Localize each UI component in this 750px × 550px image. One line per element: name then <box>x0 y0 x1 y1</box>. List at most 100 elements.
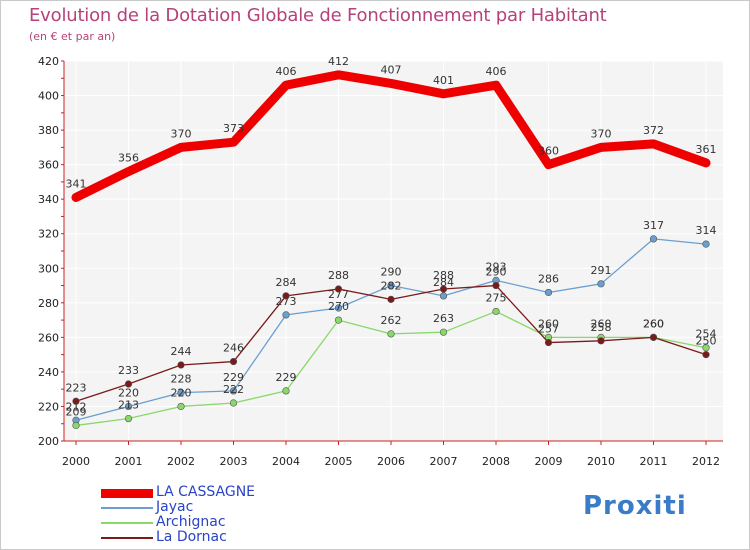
y-tick-label: 380 <box>38 124 59 137</box>
data-label: 220 <box>171 386 192 399</box>
x-tick-label: 2005 <box>325 455 353 468</box>
data-label: 260 <box>538 317 559 330</box>
data-label: 260 <box>591 317 612 330</box>
legend-swatch <box>101 537 153 539</box>
data-label: 260 <box>643 317 664 330</box>
legend-swatch <box>101 507 153 509</box>
data-label: 209 <box>66 405 87 418</box>
y-tick-label: 220 <box>38 400 59 413</box>
data-point <box>597 280 605 288</box>
data-point <box>282 292 290 300</box>
data-label: 373 <box>223 122 244 135</box>
y-tick-label: 260 <box>38 331 59 344</box>
data-label: 293 <box>486 260 507 273</box>
x-tick-label: 2009 <box>535 455 563 468</box>
x-tick-label: 2002 <box>167 455 195 468</box>
data-label: 284 <box>276 276 297 289</box>
data-label: 222 <box>223 383 244 396</box>
data-point <box>649 333 658 341</box>
x-tick-label: 2004 <box>272 455 300 468</box>
plot-area <box>64 61 723 441</box>
data-label: 291 <box>591 264 612 277</box>
x-tick-label: 2001 <box>115 455 143 468</box>
x-tick-label: 2011 <box>640 455 668 468</box>
legend-swatch <box>101 488 153 498</box>
data-point <box>702 351 710 359</box>
data-label: 284 <box>433 276 454 289</box>
data-point <box>702 344 710 352</box>
data-point <box>124 402 133 411</box>
data-label: 401 <box>433 74 454 87</box>
data-point <box>387 295 395 303</box>
x-tick-label: 2012 <box>692 455 720 468</box>
legend-swatch <box>101 522 153 524</box>
x-tick-label: 2007 <box>430 455 458 468</box>
data-point <box>334 285 343 293</box>
data-point <box>229 387 238 395</box>
data-label: 277 <box>328 288 349 301</box>
data-label: 360 <box>538 145 559 158</box>
data-point <box>177 361 185 369</box>
data-label: 233 <box>118 364 139 377</box>
data-label: 273 <box>276 295 297 308</box>
data-point <box>72 421 80 430</box>
data-label: 286 <box>538 272 559 285</box>
data-label: 290 <box>486 266 507 279</box>
y-tick-label: 340 <box>38 193 59 206</box>
y-tick-label: 420 <box>38 55 59 68</box>
x-tick-label: 2006 <box>377 455 405 468</box>
y-tick-label: 320 <box>38 228 59 241</box>
data-point <box>439 285 448 293</box>
data-point <box>439 328 448 336</box>
data-label: 213 <box>118 399 139 412</box>
data-label: 223 <box>66 381 87 394</box>
data-label: 370 <box>591 127 612 140</box>
data-label: 212 <box>66 400 87 413</box>
y-tick-label: 400 <box>38 90 59 103</box>
y-tick-label: 300 <box>38 262 59 275</box>
data-label: 257 <box>538 323 559 336</box>
data-label: 275 <box>486 291 507 304</box>
data-point <box>124 380 133 388</box>
chart-title: Evolution de la Dotation Globale de Fonc… <box>29 5 607 26</box>
data-label: 341 <box>66 177 87 190</box>
data-label: 260 <box>643 317 664 330</box>
chart-subtitle: (en € et par an) <box>29 30 116 43</box>
data-label: 254 <box>696 328 717 341</box>
legend-label: Jayac <box>156 499 194 515</box>
data-label: 288 <box>328 269 349 282</box>
proxiti-logo: Proxiti <box>583 491 687 521</box>
data-point <box>439 292 448 300</box>
data-point <box>649 235 658 243</box>
data-point <box>492 307 500 316</box>
data-label: 317 <box>643 219 664 232</box>
data-point <box>282 387 290 395</box>
y-tick-label: 240 <box>38 366 59 379</box>
x-tick-label: 2008 <box>482 455 510 468</box>
data-label: 270 <box>328 300 349 313</box>
data-label: 244 <box>171 345 192 358</box>
data-label: 361 <box>696 143 717 156</box>
data-label: 262 <box>381 314 402 327</box>
data-point <box>544 288 553 297</box>
data-point <box>229 357 238 366</box>
x-tick-label: 2003 <box>220 455 248 468</box>
data-label: 282 <box>381 279 402 292</box>
data-label: 288 <box>433 269 454 282</box>
x-tick-label: 2010 <box>587 455 615 468</box>
data-label: 220 <box>118 386 139 399</box>
data-label: 290 <box>381 266 402 279</box>
data-point <box>229 399 238 407</box>
data-label: 229 <box>276 371 297 384</box>
data-point <box>177 389 185 397</box>
data-point <box>544 338 553 347</box>
y-tick-label: 200 <box>38 435 59 448</box>
data-point <box>334 316 343 324</box>
data-label: 372 <box>643 124 664 137</box>
data-label: 356 <box>118 152 139 165</box>
data-label: 263 <box>433 312 454 325</box>
data-point <box>597 337 605 345</box>
data-point <box>72 397 80 405</box>
